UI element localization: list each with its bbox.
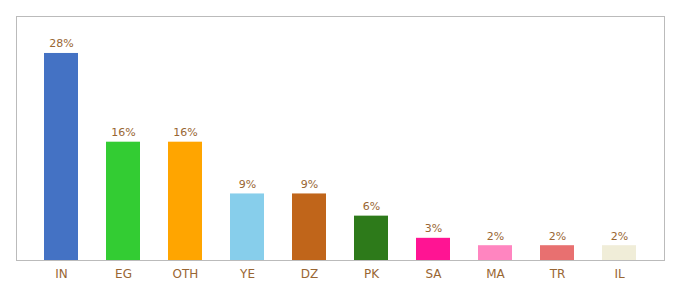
svg-text:MA: MA [486, 267, 505, 281]
svg-text:6%: 6% [363, 200, 380, 213]
svg-text:3%: 3% [425, 222, 442, 235]
svg-text:SA: SA [425, 267, 442, 281]
svg-text:9%: 9% [239, 178, 256, 191]
svg-text:DZ: DZ [301, 267, 318, 281]
svg-text:16%: 16% [173, 126, 197, 139]
svg-text:IN: IN [55, 267, 68, 281]
svg-text:OTH: OTH [173, 267, 199, 281]
svg-text:2%: 2% [611, 230, 628, 243]
svg-text:IL: IL [614, 267, 625, 281]
svg-text:28%: 28% [49, 37, 73, 50]
svg-text:16%: 16% [111, 126, 135, 139]
svg-text:TR: TR [549, 267, 566, 281]
svg-text:2%: 2% [487, 230, 504, 243]
svg-text:PK: PK [364, 267, 380, 281]
svg-text:9%: 9% [301, 178, 318, 191]
svg-text:2%: 2% [549, 230, 566, 243]
svg-text:YE: YE [239, 267, 255, 281]
svg-text:EG: EG [115, 267, 132, 281]
